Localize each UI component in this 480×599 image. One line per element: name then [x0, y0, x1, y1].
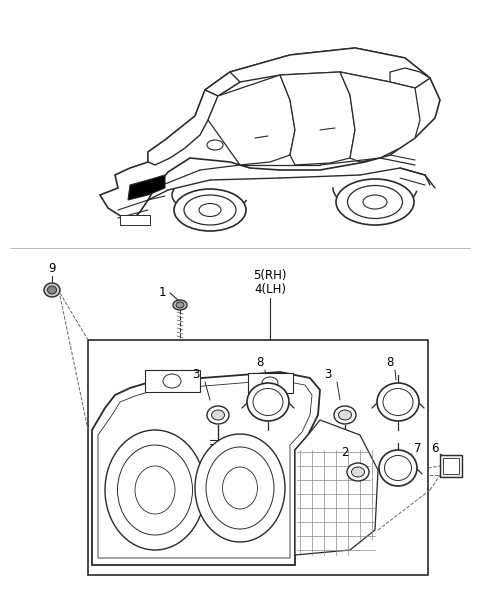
Ellipse shape — [105, 430, 205, 550]
Text: 3: 3 — [324, 368, 332, 382]
Ellipse shape — [174, 189, 246, 231]
Bar — [440, 455, 462, 477]
Ellipse shape — [223, 467, 257, 509]
Polygon shape — [100, 48, 440, 222]
Ellipse shape — [334, 406, 356, 424]
Ellipse shape — [44, 283, 60, 297]
Ellipse shape — [163, 374, 181, 388]
Ellipse shape — [379, 450, 417, 486]
Ellipse shape — [338, 410, 351, 420]
Polygon shape — [208, 75, 295, 165]
Text: 6: 6 — [431, 441, 439, 455]
Text: 4(LH): 4(LH) — [254, 283, 286, 297]
Polygon shape — [205, 48, 430, 96]
Ellipse shape — [363, 195, 387, 209]
Ellipse shape — [135, 466, 175, 514]
Ellipse shape — [207, 406, 229, 424]
Ellipse shape — [253, 389, 283, 416]
Ellipse shape — [207, 140, 223, 150]
Ellipse shape — [48, 286, 57, 294]
Polygon shape — [148, 90, 218, 165]
Text: 7: 7 — [414, 441, 422, 455]
Bar — [120, 215, 150, 225]
Polygon shape — [92, 372, 320, 565]
Ellipse shape — [199, 204, 221, 216]
Text: 1: 1 — [158, 286, 166, 300]
Ellipse shape — [262, 377, 278, 389]
Ellipse shape — [377, 383, 419, 421]
Text: 8: 8 — [256, 355, 264, 368]
Polygon shape — [128, 175, 165, 200]
Ellipse shape — [336, 179, 414, 225]
Text: 9: 9 — [48, 262, 56, 274]
Ellipse shape — [247, 383, 289, 421]
Ellipse shape — [184, 195, 236, 225]
Bar — [248, 373, 293, 393]
Ellipse shape — [118, 445, 192, 535]
Ellipse shape — [173, 300, 187, 310]
Text: 2: 2 — [341, 446, 349, 458]
Polygon shape — [340, 72, 420, 162]
Polygon shape — [390, 68, 430, 88]
Ellipse shape — [206, 447, 274, 529]
Ellipse shape — [348, 186, 403, 219]
Ellipse shape — [347, 463, 369, 481]
Text: 8: 8 — [386, 355, 394, 368]
Text: 5(RH): 5(RH) — [253, 270, 287, 283]
Ellipse shape — [195, 434, 285, 542]
Polygon shape — [280, 72, 355, 165]
Text: 3: 3 — [192, 368, 200, 382]
Ellipse shape — [212, 410, 225, 420]
Ellipse shape — [384, 455, 411, 480]
Bar — [88, 340, 428, 575]
Ellipse shape — [383, 389, 413, 416]
Bar — [443, 458, 459, 474]
Polygon shape — [295, 420, 378, 555]
Ellipse shape — [351, 467, 364, 477]
Ellipse shape — [176, 302, 184, 308]
Bar — [145, 370, 200, 392]
Polygon shape — [205, 72, 240, 96]
